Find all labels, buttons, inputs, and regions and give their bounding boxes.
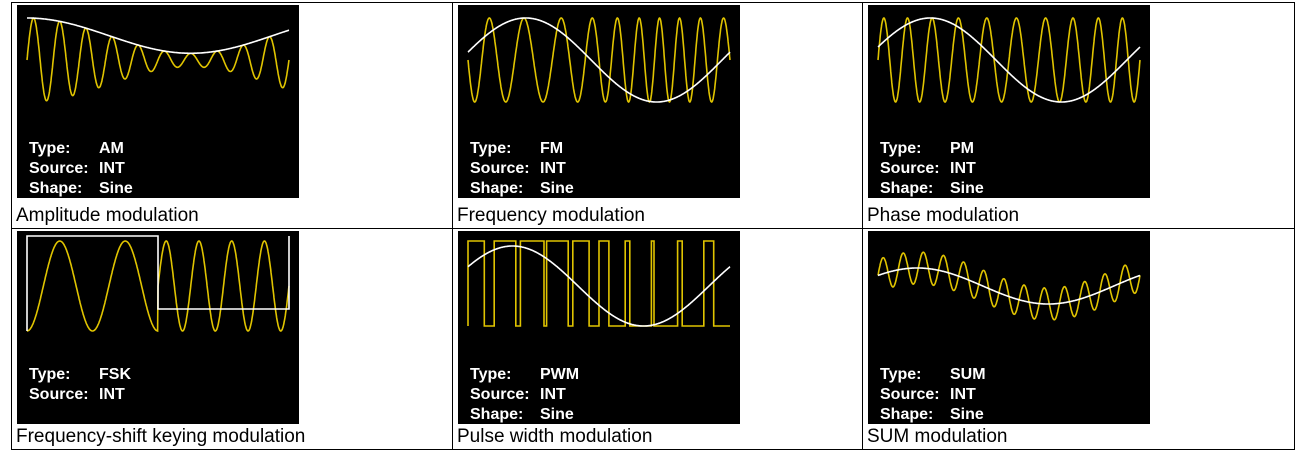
table-cell: Type: PM Source: INT Shape: Sine Phase modulat… [862,3,1294,228]
instrument-screen: Type: SUM Source: INT Shape: Sine [868,231,1150,424]
screen-value: INT [99,386,125,403]
screen-value: INT [950,386,976,403]
screen-value: Sine [540,406,574,423]
table-cell: Type: SUM Source: INT Shape: Sine SUM modulati… [862,228,1294,449]
screen-value: INT [99,160,125,177]
screen-label: Type: [29,140,70,157]
instrument-screen: Type: PM Source: INT Shape: Sine [868,5,1150,198]
instrument-screen: Type: PWM Source: INT Shape: Sine [458,231,740,424]
screen-label: Source: [470,160,530,177]
screen-label: Source: [470,386,530,403]
waveform [878,18,1140,102]
screen-value: FSK [99,366,131,383]
screen-value: FM [540,140,563,157]
screen-label: Source: [29,386,89,403]
screen-label: Shape: [470,180,523,197]
table-cell: Type: FM Source: INT Shape: Sine Frequency mod… [452,3,862,228]
screen-value: Sine [540,180,574,197]
screen-value: INT [540,160,566,177]
screen-value: PWM [540,366,579,383]
screen-label: Shape: [880,180,933,197]
waveform [27,18,289,101]
waveform [468,241,730,326]
waveform [27,18,289,53]
screen-label: Shape: [880,406,933,423]
waveform [878,252,1140,320]
screen-label: Type: [29,366,70,383]
screen-label: Source: [29,160,89,177]
table-cell: Type: FSK Source: INT Frequency-shift keying… [12,228,452,449]
screen-label: Type: [880,140,921,157]
screen-value: Sine [99,180,133,197]
screen-label: Shape: [29,180,82,197]
caption: Amplitude modulation [16,205,199,227]
screen-value: INT [950,160,976,177]
screen-value: INT [540,386,566,403]
screen-value: PM [950,140,974,157]
caption: Pulse width modulation [457,426,652,448]
instrument-screen: Type: FM Source: INT Shape: Sine [458,5,740,198]
caption: SUM modulation [867,426,1007,448]
screen-value: AM [99,140,124,157]
screen-label: Type: [470,366,511,383]
caption: Frequency-shift keying modulation [16,426,305,448]
instrument-screen: Type: AM Source: INT Shape: Sine [17,5,299,198]
page: Type: AM Source: INT Shape: Sine Amplitude mod… [0,0,1304,452]
caption: Frequency modulation [457,205,645,227]
screen-label: Shape: [470,406,523,423]
screen-value: SUM [950,366,986,383]
screen-label: Source: [880,160,940,177]
screen-value: Sine [950,180,984,197]
screen-label: Type: [880,366,921,383]
modulation-table: Type: AM Source: INT Shape: Sine Amplitude mod… [11,2,1295,450]
caption: Phase modulation [867,205,1019,227]
screen-label: Source: [880,386,940,403]
screen-label: Type: [470,140,511,157]
screen-value: Sine [950,406,984,423]
table-cell: Type: AM Source: INT Shape: Sine Amplitude mod… [12,3,452,228]
table-cell: Type: PWM Source: INT Shape: Sine Pulse width … [452,228,862,449]
instrument-screen: Type: FSK Source: INT [17,231,299,424]
